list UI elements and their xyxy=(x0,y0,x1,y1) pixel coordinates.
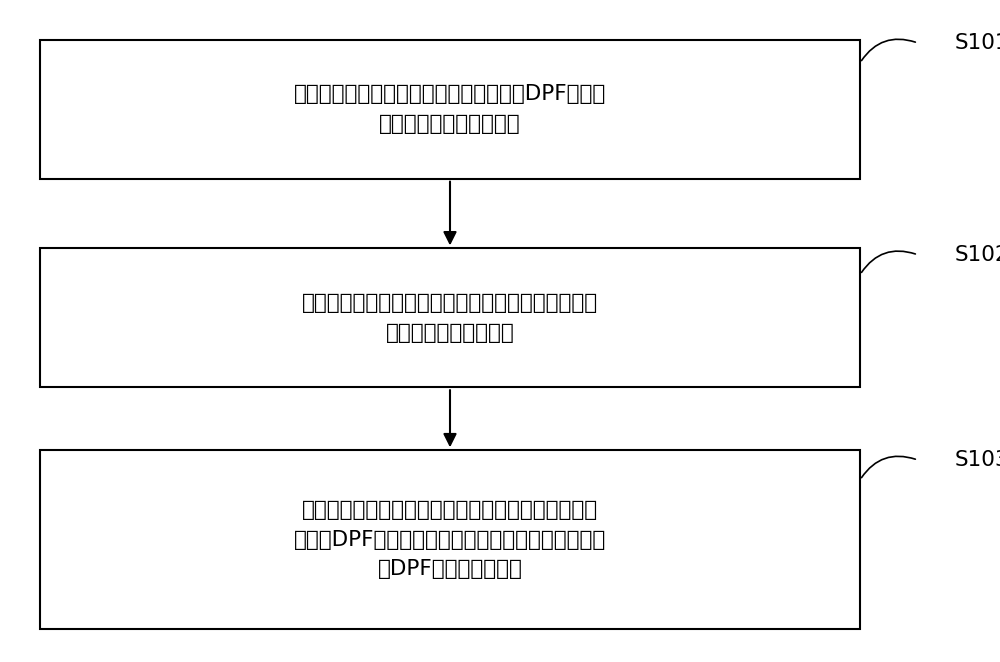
Text: 向所述排气管路中喷入柴油，所述柴油的喷入量不大
于所述最大油量限制值: 向所述排气管路中喷入柴油，所述柴油的喷入量不大 于所述最大油量限制值 xyxy=(302,293,598,342)
Text: S102: S102 xyxy=(955,245,1000,265)
Text: S101: S101 xyxy=(955,33,1000,53)
Text: 基于选择性催化还原系统的前温度及所述DPF的平均
温度确定最大油量限制值: 基于选择性催化还原系统的前温度及所述DPF的平均 温度确定最大油量限制值 xyxy=(294,85,606,134)
Text: 所述柴油经过氧化型催化转化器进行氧化放出热量，
使所述DPF输出的废气温度达到预设温度，以燃烧所
述DPF中捕集的碳颗粒: 所述柴油经过氧化型催化转化器进行氧化放出热量， 使所述DPF输出的废气温度达到预… xyxy=(294,500,606,579)
Text: S103: S103 xyxy=(955,450,1000,470)
FancyBboxPatch shape xyxy=(40,450,860,629)
FancyBboxPatch shape xyxy=(40,40,860,179)
FancyBboxPatch shape xyxy=(40,248,860,387)
